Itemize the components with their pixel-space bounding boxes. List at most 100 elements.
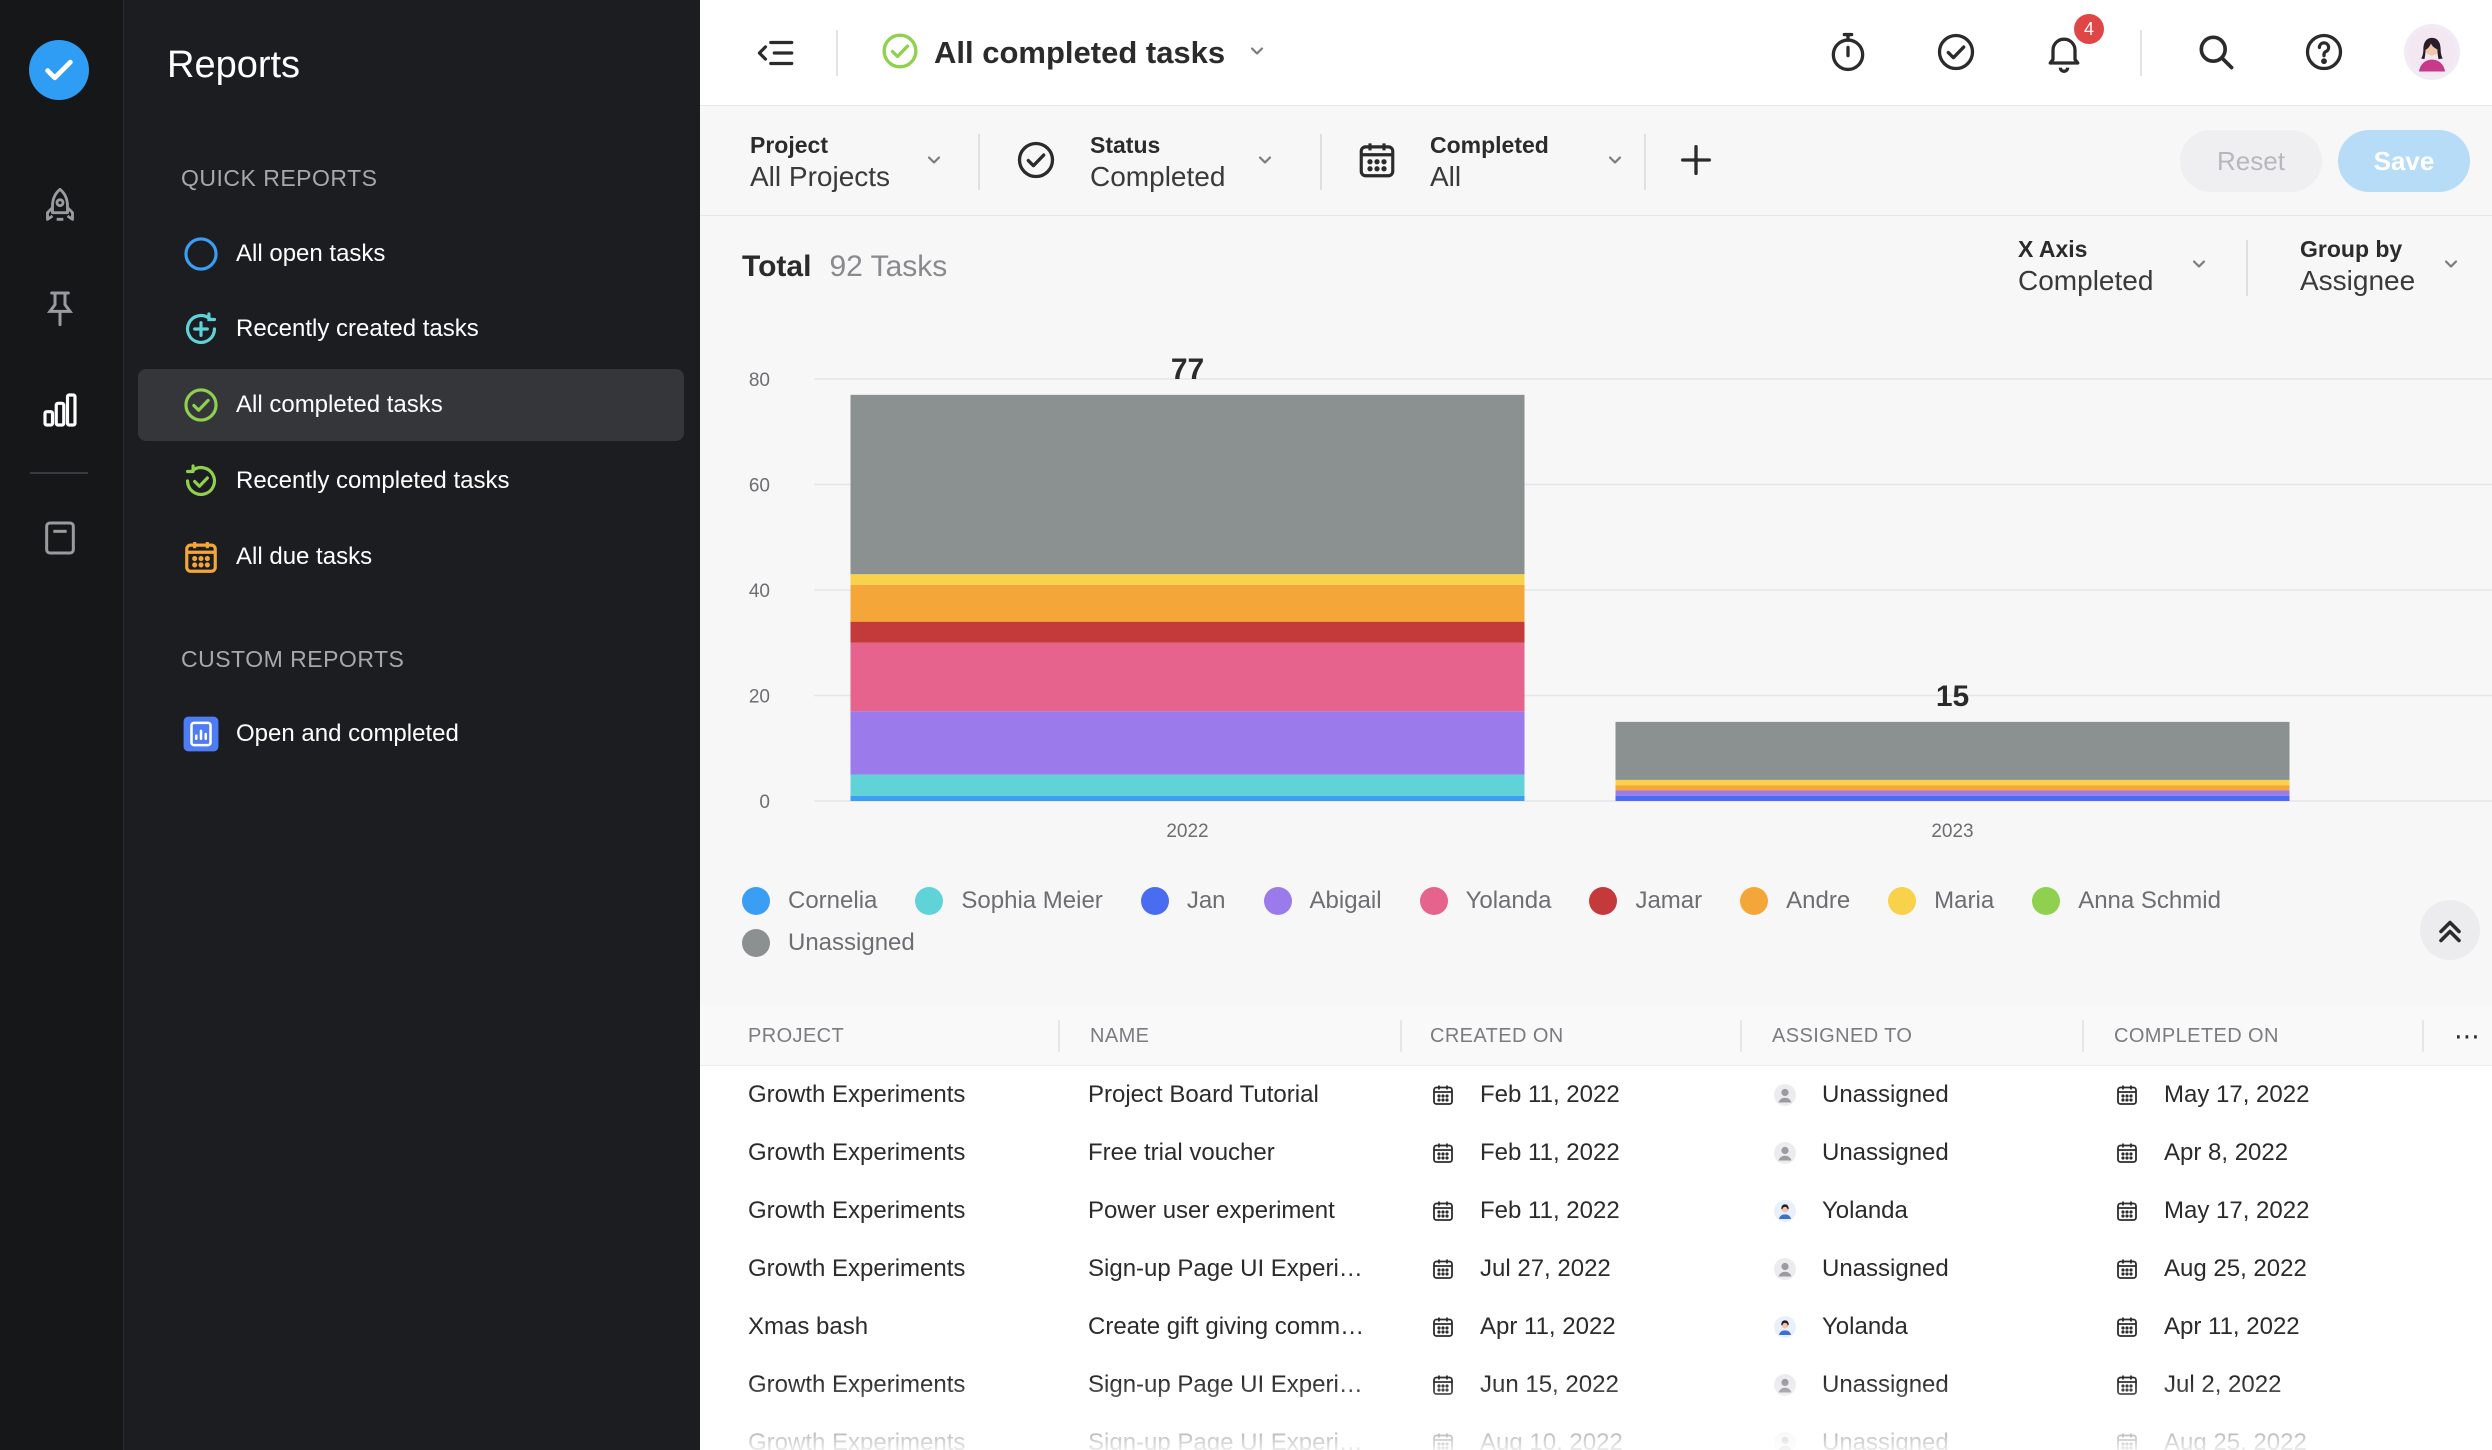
calendar-icon	[2114, 1256, 2140, 1282]
collapse-sidebar-icon[interactable]	[750, 27, 802, 79]
user-avatar[interactable]	[2404, 24, 2460, 80]
calendar-icon	[2114, 1314, 2140, 1340]
bar-segment-andre	[850, 584, 1525, 622]
timer-icon[interactable]	[1822, 26, 1874, 78]
bar-total-label: 77	[1171, 353, 1204, 386]
completed-filter[interactable]: Completed All	[1356, 126, 1625, 198]
sidebar-item-recently-completed-tasks[interactable]: Recently completed tasks	[138, 445, 684, 517]
column-header-assigned-to[interactable]: ASSIGNED TO	[1772, 1024, 1913, 1047]
more-options-icon[interactable]: ⋯	[2454, 1020, 2481, 1051]
app-logo-icon[interactable]	[29, 40, 89, 100]
legend-item[interactable]: Abigail	[1263, 887, 1382, 915]
save-button[interactable]: Save	[2338, 130, 2470, 192]
column-divider[interactable]	[1400, 1020, 1402, 1052]
sidebar-item-recently-created-tasks[interactable]: Recently created tasks	[138, 293, 684, 365]
status-check-icon	[1014, 138, 1058, 187]
created-date: Feb 11, 2022	[1480, 1139, 1620, 1166]
table-row[interactable]: Growth Experiments Sign-up Page UI Experi…	[700, 1240, 2492, 1298]
cell-name[interactable]: Project Board Tutorial	[1088, 1081, 1319, 1108]
table-row[interactable]: Growth Experiments Free trial voucher Feb …	[700, 1124, 2492, 1182]
cell-name[interactable]: Free trial voucher	[1088, 1139, 1275, 1166]
check-task-icon[interactable]	[1930, 26, 1982, 78]
column-header-project[interactable]: PROJECT	[748, 1024, 845, 1047]
cell-assigned-to[interactable]: Unassigned	[1772, 1066, 2092, 1124]
search-icon[interactable]	[2190, 26, 2242, 78]
legend-dot	[1419, 887, 1448, 915]
reports-chart-icon[interactable]	[34, 384, 86, 436]
x-axis-select[interactable]: X Axis Completed	[2018, 236, 2209, 297]
top-bar: All completed tasks 4	[700, 0, 2492, 106]
sidebar-item-all-due-tasks[interactable]: All due tasks	[138, 521, 684, 593]
sidebar-item-all-completed-tasks[interactable]: All completed tasks	[138, 369, 684, 441]
bar-segment-sophia-meier	[850, 774, 1525, 796]
calendar-icon	[2114, 1372, 2140, 1398]
cell-name[interactable]: Create gift giving comm…	[1088, 1313, 1365, 1340]
cell-assigned-to[interactable]: Unassigned	[1772, 1124, 2092, 1182]
group-by-select[interactable]: Group by Assignee	[2300, 236, 2461, 297]
cell-assigned-to[interactable]: Unassigned	[1772, 1356, 2092, 1414]
view-title-dropdown[interactable]: All completed tasks	[880, 30, 1267, 76]
bell-icon[interactable]	[2038, 26, 2090, 78]
stacked-bar-chart: 0 20 40 60 80 77 2022 15 2023	[749, 353, 2492, 842]
rocket-icon[interactable]	[34, 180, 86, 232]
bar-segment-cornelia	[850, 795, 1525, 801]
pin-icon[interactable]	[34, 282, 86, 334]
reset-button[interactable]: Reset	[2180, 130, 2322, 192]
table-row[interactable]: Growth Experiments Sign-up Page UI Experi…	[700, 1356, 2492, 1414]
status-filter[interactable]: Status Completed	[1014, 126, 1275, 198]
sidebar-item-label: All due tasks	[236, 543, 373, 570]
column-header-created-on[interactable]: CREATED ON	[1430, 1024, 1564, 1047]
chevron-down-icon	[1247, 41, 1267, 66]
notes-icon[interactable]	[34, 512, 86, 564]
cell-name[interactable]: Sign-up Page UI Experi…	[1088, 1255, 1363, 1282]
legend-item[interactable]: Maria	[1888, 887, 1994, 915]
notification-badge: 4	[2074, 14, 2104, 44]
legend-item[interactable]: Jan	[1140, 887, 1226, 915]
legend-dot	[742, 887, 770, 915]
cell-created-on: Feb 11, 2022	[1430, 1124, 1750, 1182]
plus-circle-icon	[182, 310, 220, 348]
cell-completed-on: May 17, 2022	[2114, 1182, 2434, 1240]
created-date: Jul 27, 2022	[1480, 1255, 1611, 1282]
legend-item[interactable]: Andre	[1740, 887, 1850, 915]
chart-legend: Cornelia Sophia Meier Jan Abigail Yolanda Jam…	[742, 887, 2302, 957]
table-row[interactable]: Growth Experiments Power user experiment F…	[700, 1182, 2492, 1240]
cell-assigned-to[interactable]: Yolanda	[1772, 1298, 2092, 1356]
topbar-divider	[2140, 30, 2142, 76]
column-header-name[interactable]: NAME	[1090, 1024, 1150, 1047]
cell-completed-on: Apr 8, 2022	[2114, 1124, 2434, 1182]
column-divider[interactable]	[1058, 1020, 1060, 1052]
help-icon[interactable]	[2298, 26, 2350, 78]
column-header-completed-on[interactable]: COMPLETED ON	[2114, 1024, 2279, 1047]
cell-assigned-to[interactable]: Yolanda	[1772, 1182, 2092, 1240]
legend-dot	[1740, 887, 1769, 915]
cell-assigned-to[interactable]: Unassigned	[1772, 1414, 2092, 1450]
table-row[interactable]: Xmas bash Create gift giving comm… Apr 11,…	[700, 1298, 2492, 1356]
column-divider[interactable]	[1740, 1020, 1742, 1052]
legend-item[interactable]: Cornelia	[742, 887, 877, 915]
project-filter[interactable]: Project All Projects	[750, 126, 944, 198]
legend-item[interactable]: Sophia Meier	[915, 887, 1103, 915]
cell-name[interactable]: Power user experiment	[1088, 1197, 1335, 1224]
legend-dot	[1263, 887, 1292, 915]
completed-filter-label: Completed	[1430, 131, 1549, 158]
sidebar-item-all-open-tasks[interactable]: All open tasks	[138, 218, 684, 290]
table-row[interactable]: Growth Experiments Sign-up Page UI Experi…	[700, 1414, 2492, 1450]
legend-item[interactable]: Unassigned	[742, 929, 915, 957]
y-tick-label: 0	[759, 792, 770, 813]
column-divider[interactable]	[2082, 1020, 2084, 1052]
project-filter-value: All Projects	[750, 160, 891, 192]
cell-name[interactable]: Sign-up Page UI Experi…	[1088, 1371, 1363, 1398]
cell-name[interactable]: Sign-up Page UI Experi…	[1088, 1429, 1363, 1450]
bar-segment-maria	[850, 574, 1525, 585]
double-chevron-up-icon	[2439, 920, 2461, 943]
table-row[interactable]: Growth Experiments Project Board Tutorial…	[700, 1066, 2492, 1124]
legend-item[interactable]: Jamar	[1589, 887, 1702, 915]
collapse-chart-button[interactable]	[2420, 900, 2480, 960]
cell-assigned-to[interactable]: Unassigned	[1772, 1240, 2092, 1298]
legend-item[interactable]: Yolanda	[1419, 887, 1551, 915]
sidebar-item-open-and-completed[interactable]: Open and completed	[138, 698, 684, 770]
column-divider[interactable]	[2422, 1020, 2424, 1052]
legend-item[interactable]: Anna Schmid	[2032, 887, 2221, 915]
add-filter-icon[interactable]	[1670, 134, 1722, 186]
